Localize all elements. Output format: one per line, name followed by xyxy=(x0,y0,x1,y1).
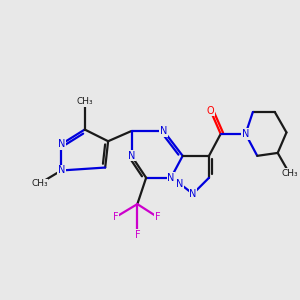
Text: F: F xyxy=(112,212,118,222)
Text: N: N xyxy=(167,173,175,183)
Text: N: N xyxy=(176,178,183,189)
Text: N: N xyxy=(58,166,65,176)
Text: F: F xyxy=(134,230,140,240)
Text: N: N xyxy=(128,151,135,161)
Text: N: N xyxy=(242,129,249,139)
Text: N: N xyxy=(160,126,167,136)
Text: CH₃: CH₃ xyxy=(76,97,93,106)
Text: O: O xyxy=(207,106,214,116)
Text: CH₃: CH₃ xyxy=(281,169,298,178)
Text: N: N xyxy=(189,189,197,199)
Text: CH₃: CH₃ xyxy=(31,179,48,188)
Text: N: N xyxy=(58,139,65,149)
Text: F: F xyxy=(155,212,160,222)
